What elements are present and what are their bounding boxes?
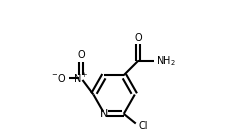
Text: NH$_2$: NH$_2$ <box>156 54 176 68</box>
Text: O: O <box>77 51 85 60</box>
Text: $^{-}$O: $^{-}$O <box>51 72 66 84</box>
Text: N: N <box>100 109 109 119</box>
Text: O: O <box>135 33 142 43</box>
Text: N$^+$: N$^+$ <box>73 71 89 84</box>
Text: Cl: Cl <box>138 121 148 131</box>
